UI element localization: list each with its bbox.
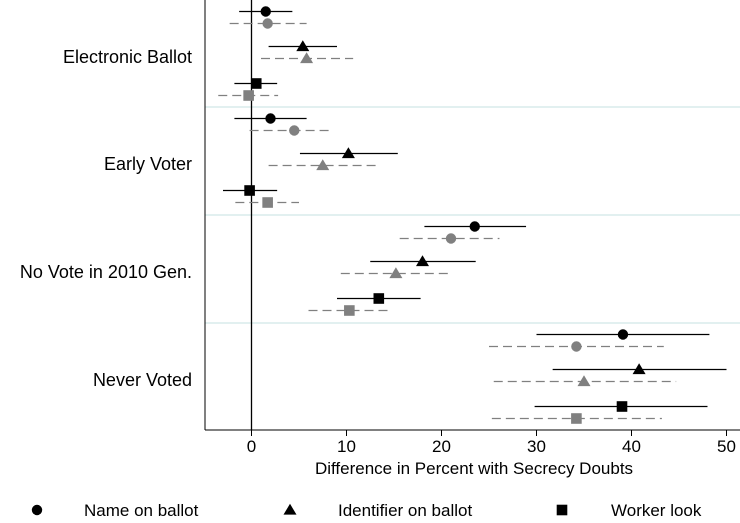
category-labels: Electronic Ballot Early Voter No Vote in 2… xyxy=(20,47,192,390)
point-identifier-on-ballot-4-gray xyxy=(577,375,591,387)
legend-marker-2 xyxy=(283,503,297,515)
x-tick-label-30: 30 xyxy=(527,437,546,456)
legend-marker-1 xyxy=(31,504,43,516)
legend-label-2: Identifier on ballot xyxy=(338,501,472,520)
x-axis: 0 10 20 30 40 50 xyxy=(247,430,736,456)
point-identifier-on-ballot-1-gray xyxy=(300,52,314,64)
point-worker-look-1-black xyxy=(250,78,262,89)
x-tick-label-40: 40 xyxy=(622,437,641,456)
point-identifier-on-ballot-2-gray xyxy=(316,159,330,171)
point-name-on-ballot-1-gray xyxy=(262,18,273,29)
data-marks xyxy=(218,6,727,424)
x-tick-label-20: 20 xyxy=(432,437,451,456)
legend: Name on ballot Identifier on ballot Worker… xyxy=(31,501,702,520)
plot-frame xyxy=(204,0,740,431)
point-worker-look-2-black xyxy=(244,185,255,196)
category-label-3: No Vote in 2010 Gen. xyxy=(20,262,192,282)
point-name-on-ballot-4-gray xyxy=(571,341,582,352)
group-separators xyxy=(205,106,740,324)
point-name-on-ballot-3-gray xyxy=(445,233,457,244)
point-worker-look-2-gray xyxy=(262,197,273,208)
point-worker-look-3-gray xyxy=(344,305,355,316)
point-identifier-on-ballot-3-black xyxy=(415,255,430,267)
point-identifier-on-ballot-1-black xyxy=(296,40,310,52)
point-name-on-ballot-1-black xyxy=(260,6,271,17)
legend-marker-3 xyxy=(556,504,568,516)
legend-label-3: Worker look xyxy=(611,501,702,520)
category-label-2: Early Voter xyxy=(104,154,192,174)
point-worker-look-1-gray xyxy=(243,90,254,101)
point-identifier-on-ballot-2-black xyxy=(341,147,355,159)
point-name-on-ballot-3-black xyxy=(469,221,480,232)
point-identifier-on-ballot-4-black xyxy=(632,363,646,375)
category-label-4: Never Voted xyxy=(93,370,192,390)
x-axis-title: Difference in Percent with Secrecy Doubt… xyxy=(315,459,633,478)
x-tick-label-0: 0 xyxy=(247,437,256,456)
point-name-on-ballot-4-black xyxy=(617,329,629,340)
x-tick-label-50: 50 xyxy=(717,437,736,456)
point-identifier-on-ballot-3-gray xyxy=(389,267,403,279)
x-tick-label-10: 10 xyxy=(337,437,356,456)
point-name-on-ballot-2-gray xyxy=(289,125,300,136)
legend-label-1: Name on ballot xyxy=(84,501,199,520)
category-label-1: Electronic Ballot xyxy=(63,47,192,67)
point-worker-look-4-gray xyxy=(571,413,582,424)
point-worker-look-3-black xyxy=(373,293,385,304)
point-worker-look-4-black xyxy=(616,401,628,412)
point-name-on-ballot-2-black xyxy=(265,113,276,124)
